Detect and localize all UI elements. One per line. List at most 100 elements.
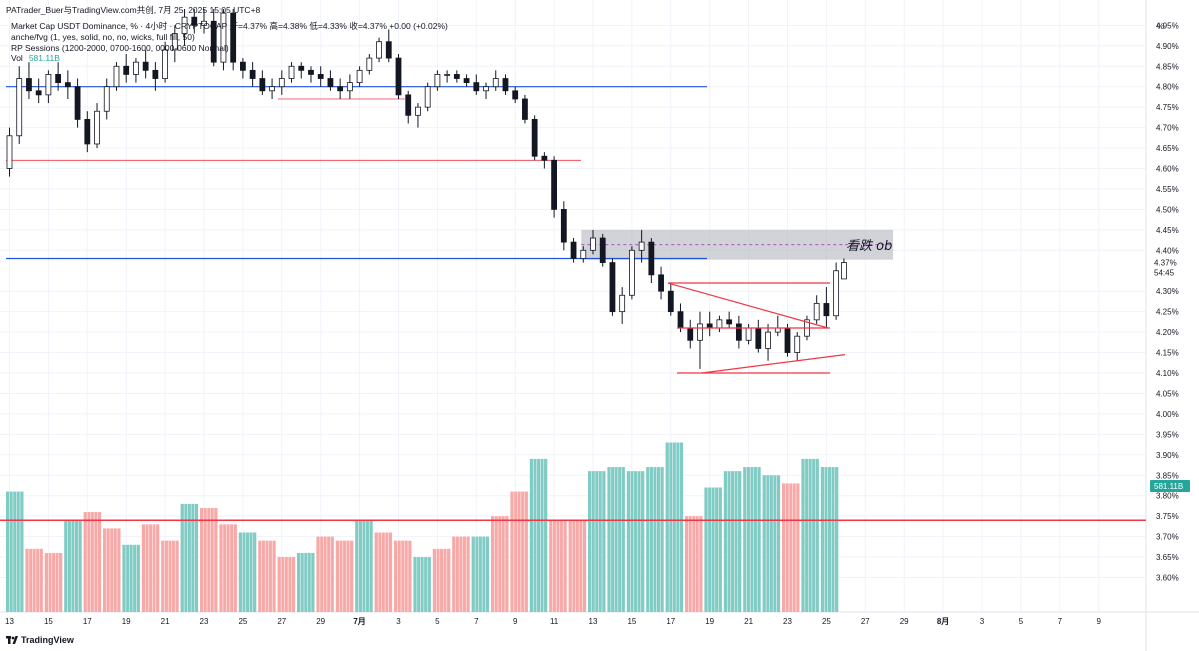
candle-body bbox=[191, 16, 198, 26]
y-tick-label: 4.45% bbox=[1156, 226, 1179, 235]
volume-bar bbox=[743, 467, 761, 612]
x-tick-label: 23 bbox=[200, 617, 209, 626]
x-tick-label: 17 bbox=[83, 617, 92, 626]
candle-body bbox=[453, 74, 460, 79]
y-tick-label: 3.70% bbox=[1156, 533, 1179, 542]
volume-bar bbox=[335, 540, 354, 612]
indicator-volume[interactable]: Vol 581.11B bbox=[11, 53, 60, 63]
candle-body bbox=[755, 327, 762, 349]
volume-bar bbox=[258, 540, 276, 612]
axis-unit: % bbox=[1157, 22, 1165, 31]
candle-body bbox=[813, 303, 820, 321]
candle-body bbox=[346, 82, 353, 92]
volume-bar bbox=[626, 471, 645, 612]
y-tick-label: 4.80% bbox=[1156, 83, 1179, 92]
candle-body bbox=[677, 311, 684, 329]
y-tick-label: 3.95% bbox=[1156, 430, 1179, 439]
volume-bar bbox=[44, 552, 63, 612]
x-tick-label: 9 bbox=[1096, 617, 1101, 626]
horizontal-levels bbox=[6, 86, 707, 260]
y-tick-label: 4.20% bbox=[1156, 328, 1179, 337]
x-tick-label: 29 bbox=[900, 617, 909, 626]
volume-badge-text: 581.11B bbox=[1154, 482, 1183, 491]
volume-bar bbox=[122, 544, 140, 612]
candle-body bbox=[94, 110, 100, 145]
countdown: 54:45 bbox=[1154, 269, 1175, 278]
volume-bar bbox=[452, 536, 470, 612]
x-tick-label: 15 bbox=[627, 617, 636, 626]
volume-bar bbox=[646, 467, 664, 612]
price-axis: 4.95% 4.90% 4.85% 4.80% 4.75% 4.70% 4.65% 4.60%… bbox=[1156, 21, 1179, 582]
y-tick-label: 4.40% bbox=[1156, 246, 1179, 255]
candle-body bbox=[687, 327, 694, 341]
volume-bar bbox=[704, 487, 722, 612]
volume-bar bbox=[820, 467, 839, 612]
candle-body bbox=[385, 41, 392, 59]
candle-body bbox=[317, 74, 324, 79]
candle-body bbox=[84, 119, 91, 145]
candle-body bbox=[405, 94, 412, 116]
candle-body bbox=[201, 20, 207, 26]
volume-bar bbox=[316, 536, 334, 612]
y-tick-label: 4.75% bbox=[1156, 103, 1179, 112]
candle-body bbox=[463, 78, 470, 84]
x-tick-label: 5 bbox=[435, 617, 440, 626]
y-tick-label: 4.10% bbox=[1156, 369, 1179, 378]
candle-body bbox=[26, 78, 32, 92]
indicator-sessions[interactable]: RP Sessions (1200-2000, 0700-1600, 0000-… bbox=[11, 43, 229, 53]
candle-body bbox=[823, 303, 830, 317]
time-axis: 13 15 17 19 21 23 25 27 29 7月 3 5 7 9 11 13 15 17 19 21 23 25… bbox=[5, 617, 1101, 626]
x-tick-label: 21 bbox=[744, 617, 753, 626]
candle-body bbox=[210, 20, 217, 63]
candle-body bbox=[395, 57, 402, 96]
volume-bar bbox=[782, 483, 800, 612]
candle-body bbox=[774, 327, 781, 333]
tradingview-icon bbox=[6, 636, 18, 644]
vol-label: Vol bbox=[11, 53, 23, 63]
y-tick-label: 4.25% bbox=[1156, 308, 1179, 317]
candle-body bbox=[45, 74, 52, 96]
indicator-fvg[interactable]: anche/fvg (1, yes, solid, no, no, wicks,… bbox=[11, 32, 195, 42]
volume-bar bbox=[297, 552, 315, 612]
candle-body bbox=[113, 65, 120, 88]
candle-body bbox=[502, 78, 509, 92]
candle-body bbox=[103, 86, 110, 112]
x-tick-label: 8月 bbox=[937, 617, 949, 626]
x-tick-label: 27 bbox=[277, 617, 286, 626]
tradingview-brand: TradingView bbox=[21, 635, 74, 645]
candle-body bbox=[327, 78, 334, 88]
volume-bar bbox=[238, 532, 257, 612]
candle-body bbox=[599, 237, 606, 263]
candle-body bbox=[483, 86, 489, 92]
volume-bar bbox=[355, 520, 373, 612]
candle-body bbox=[133, 61, 139, 75]
volume-bar bbox=[103, 528, 121, 612]
volume-bar bbox=[665, 442, 684, 612]
candle-body bbox=[706, 323, 713, 329]
x-tick-label: 13 bbox=[5, 617, 14, 626]
x-tick-label: 19 bbox=[122, 617, 131, 626]
candle-body bbox=[512, 90, 519, 100]
y-tick-label: 3.65% bbox=[1156, 553, 1179, 562]
candle-body bbox=[609, 262, 616, 313]
volume-bar bbox=[83, 512, 102, 612]
candle-body bbox=[833, 270, 840, 317]
candle-body bbox=[794, 335, 801, 353]
volume-bar bbox=[588, 471, 606, 612]
volume-badge bbox=[1150, 480, 1190, 492]
candle-body bbox=[6, 135, 13, 169]
volume-bar bbox=[413, 557, 431, 612]
tradingview-logo[interactable]: TradingView bbox=[6, 635, 74, 645]
symbol-line[interactable]: Market Cap USDT Dominance, % · 4小时 · CRY… bbox=[11, 21, 448, 31]
candle-body bbox=[269, 86, 275, 92]
volume-bar bbox=[432, 548, 451, 612]
candle-body bbox=[308, 69, 314, 75]
x-tick-label: 27 bbox=[861, 617, 870, 626]
candle-body bbox=[162, 49, 169, 79]
volume-bar bbox=[6, 491, 24, 612]
candle-body bbox=[531, 119, 538, 157]
x-tick-label: 7月 bbox=[353, 617, 365, 626]
volume-bar bbox=[568, 520, 587, 612]
x-tick-label: 5 bbox=[1019, 617, 1024, 626]
chart-header: PATrader_Buer与TradingView.com共创, 7月 25, … bbox=[0, 0, 1150, 80]
